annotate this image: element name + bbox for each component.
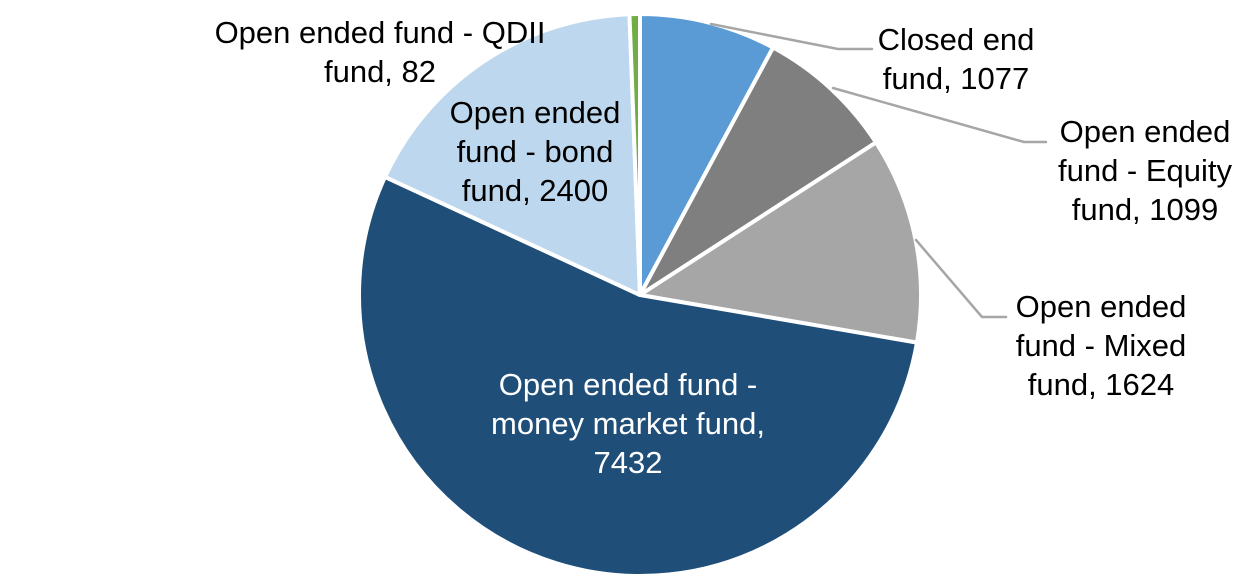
pie-slice-5[interactable] bbox=[383, 12, 642, 297]
data-label-mixed-fund: Open ended fund - Mixed fund, 1624 bbox=[1016, 287, 1187, 404]
pie-slice-6[interactable] bbox=[627, 12, 642, 297]
data-label-line: fund, 1077 bbox=[882, 61, 1030, 96]
data-label-line: fund - bond bbox=[456, 134, 614, 169]
data-label-line: fund, 82 bbox=[323, 54, 437, 89]
data-label-equity-fund: Open ended fund - Equity fund, 1099 bbox=[1058, 112, 1232, 229]
data-label-line: fund - Equity bbox=[1057, 153, 1233, 188]
data-label-line: Open ended bbox=[449, 95, 621, 130]
pie-slice-2[interactable] bbox=[638, 45, 878, 297]
data-label-line: Open ended bbox=[1059, 114, 1231, 149]
leader-line-closed-end-fund bbox=[709, 22, 874, 51]
data-label-line: money market fund, bbox=[491, 406, 765, 441]
data-label-qdii-fund: Open ended fund - QDII fund, 82 bbox=[215, 13, 546, 91]
pie-slice-4[interactable] bbox=[357, 174, 919, 578]
pie-slice-1[interactable] bbox=[638, 12, 776, 297]
data-label-line: Closed end bbox=[877, 22, 1035, 57]
leader-line-mixed-fund bbox=[914, 238, 1008, 319]
leader-line-equity-fund bbox=[831, 86, 1048, 144]
data-label-line: 7432 bbox=[593, 445, 663, 480]
data-label-line: Open ended fund - QDII bbox=[214, 15, 546, 50]
data-label-bond-fund: Open ended fund - bond fund, 2400 bbox=[450, 93, 621, 210]
data-label-line: fund, 2400 bbox=[461, 173, 609, 208]
pie-slice-3[interactable] bbox=[638, 140, 923, 345]
data-label-money-market-fund: Open ended fund - money market fund, 7432 bbox=[491, 365, 765, 482]
data-label-closed-end-fund: Closed end fund, 1077 bbox=[878, 20, 1035, 98]
data-label-line: Open ended bbox=[1015, 289, 1187, 324]
data-label-line: fund - Mixed bbox=[1015, 328, 1187, 363]
data-label-line: Open ended fund - bbox=[498, 367, 758, 402]
data-label-line: fund, 1624 bbox=[1027, 367, 1175, 402]
data-label-line: fund, 1099 bbox=[1071, 192, 1219, 227]
